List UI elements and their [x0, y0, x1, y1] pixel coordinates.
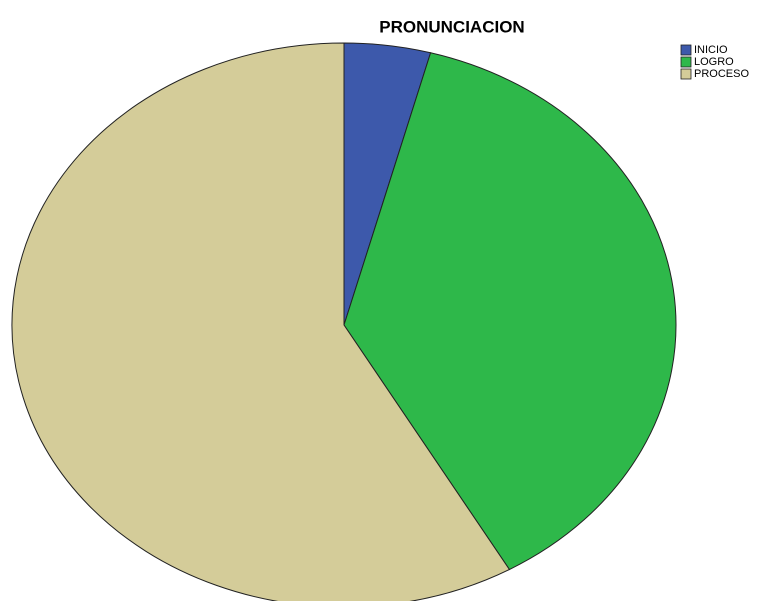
chart-title: PRONUNCIACION: [379, 17, 524, 36]
legend-swatch: [680, 68, 692, 80]
legend-swatch: [680, 44, 692, 56]
pie-slice: [11, 42, 511, 601]
legend-swatch: [680, 56, 692, 68]
legend-label: PROCESO: [694, 68, 749, 80]
legend-label: INICIO: [694, 44, 728, 56]
legend-label: LOGRO: [694, 56, 734, 68]
pie-slice: [343, 52, 677, 571]
